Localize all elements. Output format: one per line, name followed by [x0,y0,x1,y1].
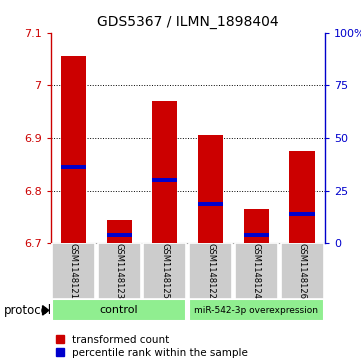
Text: GSM1148122: GSM1148122 [206,244,215,299]
Text: control: control [100,305,138,315]
Text: GSM1148125: GSM1148125 [160,244,169,299]
Text: protocol: protocol [4,304,52,317]
Text: GSM1148126: GSM1148126 [297,243,306,299]
Bar [52,299,186,321]
Bar [198,135,223,243]
Text: GSM1148123: GSM1148123 [115,243,123,299]
Title: GDS5367 / ILMN_1898404: GDS5367 / ILMN_1898404 [97,15,279,29]
Bar [61,165,86,169]
Bar [235,243,278,299]
Bar [189,243,232,299]
Bar [152,101,178,243]
Bar [244,233,269,237]
Bar [290,212,314,216]
Text: GSM1148124: GSM1148124 [252,244,261,299]
Bar [280,243,323,299]
Bar [189,299,323,321]
Bar [143,243,186,299]
Bar [61,56,86,243]
Text: miR-542-3p overexpression: miR-542-3p overexpression [194,306,318,315]
Bar [52,243,95,299]
Bar [106,233,132,237]
Text: GSM1148121: GSM1148121 [69,244,78,299]
Bar [152,178,178,182]
Bar [97,243,141,299]
Bar [198,202,223,205]
Legend: transformed count, percentile rank within the sample: transformed count, percentile rank withi… [56,335,248,358]
Bar [244,209,269,243]
Bar [290,151,314,243]
Bar [106,220,132,243]
